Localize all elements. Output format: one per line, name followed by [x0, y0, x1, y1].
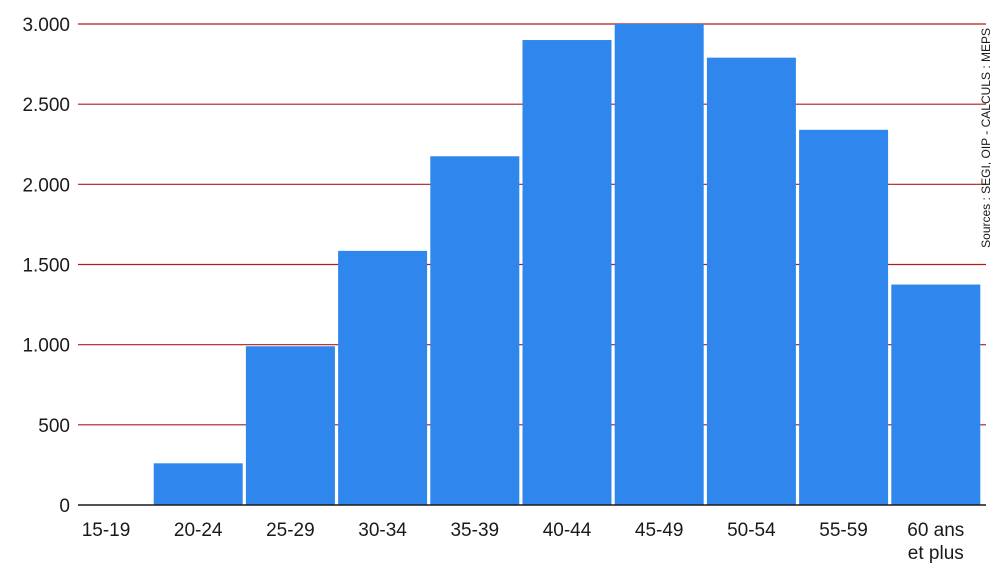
x-tick-label: 30-34	[358, 520, 407, 541]
x-tick-label: 50-54	[727, 520, 776, 541]
y-tick-label: 2.000	[22, 175, 70, 196]
y-tick-label: 1.500	[22, 256, 70, 277]
y-axis-ticks: 0 500 1.000 1.500 2.000 2.500 3.000	[22, 15, 70, 517]
x-tick-label: 60 ans	[907, 520, 964, 541]
x-tick-label: 45-49	[635, 520, 684, 541]
x-axis-ticks: 15-19 20-24 25-29 30-34 35-39 40-44 45-49 50-54…	[82, 520, 965, 564]
bar-55-59	[799, 129, 889, 505]
bar-25-29	[245, 346, 335, 505]
x-tick-label: 40-44	[543, 520, 592, 541]
y-tick-label: 1.000	[22, 336, 70, 357]
y-tick-label: 500	[38, 416, 70, 437]
y-tick-label: 0	[59, 496, 70, 517]
x-tick-label: 15-19	[82, 520, 131, 541]
x-tick-label: et plus	[908, 543, 964, 564]
bar-45-49	[614, 24, 704, 505]
source-note: Sources : SEGI, OIP - CALCULS : MEPS	[979, 28, 991, 248]
y-tick-label: 3.000	[22, 15, 70, 36]
x-tick-label: 35-39	[450, 520, 499, 541]
bar-60-ans-et-plus	[891, 284, 981, 505]
bar-30-34	[338, 250, 428, 505]
bar-40-44	[522, 40, 612, 506]
x-tick-label: 55-59	[819, 520, 868, 541]
y-tick-label: 2.500	[22, 95, 70, 116]
bar-20-24	[153, 463, 243, 505]
x-tick-label: 20-24	[174, 520, 223, 541]
bars	[153, 24, 981, 506]
bar-50-54	[706, 57, 796, 506]
x-tick-label: 25-29	[266, 520, 315, 541]
bar-35-39	[430, 156, 520, 505]
